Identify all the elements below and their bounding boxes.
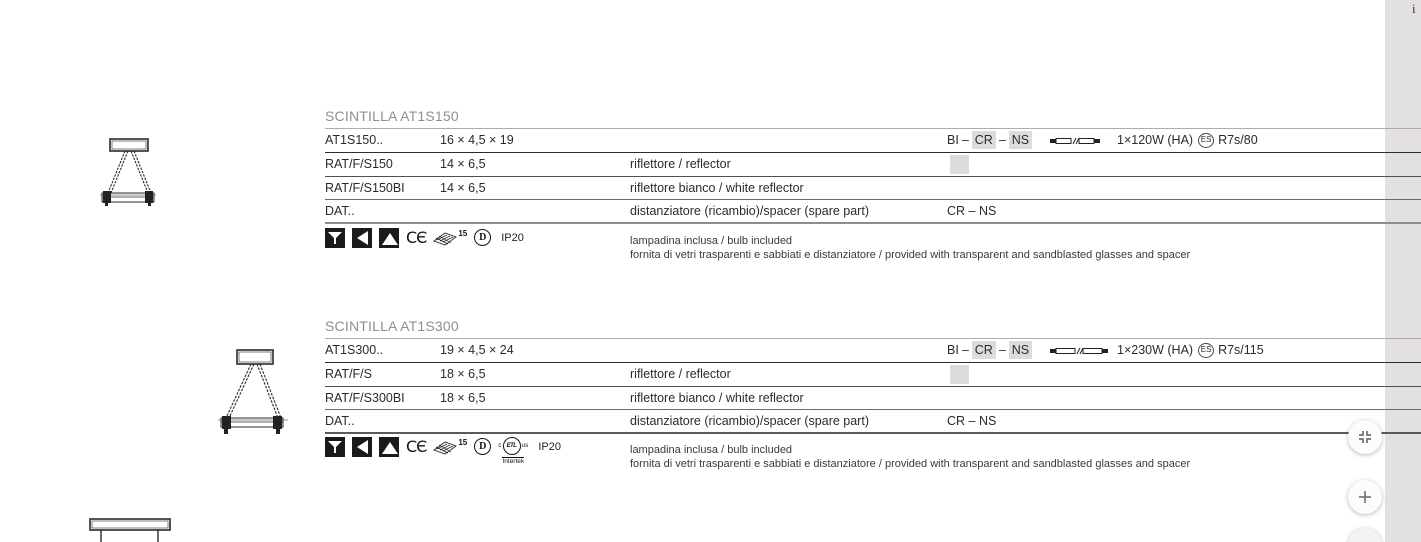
table-row: RAT/F/S150BI 14 × 6,5 riflettore bianco … — [325, 177, 1421, 200]
finish-options: CR – NS — [947, 204, 997, 218]
ce-mark-icon: CЄ — [406, 437, 427, 456]
finish-options: CR – NS — [947, 414, 997, 428]
lamp-socket: R7s/80 — [1218, 133, 1258, 147]
energy-saving-mark: ES — [1198, 343, 1215, 358]
note-line: fornita di vetri trasparenti e sabbiati … — [630, 458, 1191, 470]
semi-direct-light-icon — [352, 228, 372, 248]
table-row: RAT/F/S 18 × 6,5 riflettore / reflector — [325, 363, 1421, 387]
finish-separator: – — [961, 133, 969, 147]
table-row: RAT/F/S300BI 18 × 6,5 riflettore bianco … — [325, 387, 1421, 410]
fit-view-button[interactable] — [1348, 420, 1382, 454]
product-description: riflettore / reflector — [630, 157, 731, 171]
lamp-spec: 1×120W (HA) ES R7s/80 — [1117, 129, 1258, 152]
linear-halogen-lamp-icon — [1050, 136, 1100, 146]
ce-mark-icon: CЄ — [406, 228, 427, 247]
diffused-light-icon — [379, 228, 399, 248]
product-notes: lampadina inclusa / bulb included fornit… — [630, 234, 1190, 262]
product-description: distanziatore (ricambio)/spacer (spare p… — [630, 414, 869, 428]
finish-options: BI – CR – NS — [947, 339, 1033, 362]
dimensions: 14 × 6,5 — [440, 181, 486, 195]
etl-circle: ETL — [502, 437, 521, 455]
info-marker: i — [1412, 1, 1416, 16]
lamp-wattage: 1×120W (HA) — [1117, 133, 1194, 147]
dimensions: 19 × 4,5 × 24 — [440, 343, 514, 357]
technical-drawing-at1s150 — [100, 138, 156, 206]
direct-light-icon — [325, 228, 345, 248]
zoom-out-button[interactable] — [1348, 528, 1382, 542]
diffused-light-icon — [379, 437, 399, 457]
table-row: DAT.. distanziatore (ricambio)/spacer (s… — [325, 200, 1421, 224]
product-code: RAT/F/S150 — [325, 157, 393, 171]
section-title-at1s150: SCINTILLA AT1S150 — [325, 108, 459, 124]
product-code: DAT.. — [325, 204, 355, 218]
linear-halogen-lamp-icon — [1050, 346, 1108, 356]
table-row: AT1S300.. 19 × 4,5 × 24 BI – CR – NS 1×230W … — [325, 339, 1421, 363]
finish-separator: – — [998, 133, 1006, 147]
intertek-label: Intertek — [502, 457, 525, 465]
etl-c-label: c — [498, 441, 502, 449]
product-code: AT1S150.. — [325, 133, 384, 147]
zoom-in-button[interactable] — [1348, 480, 1382, 514]
certification-icons-row: CЄ 15 D c ETL us Intertek IP20 — [325, 437, 561, 466]
product-code: RAT/F/S300BI — [325, 391, 405, 405]
zoom-in-icon — [1359, 491, 1371, 503]
finish-bi: BI — [947, 343, 959, 357]
certification-icons-row: CЄ 15 D IP20 — [325, 228, 524, 248]
product-description: riflettore / reflector — [630, 367, 731, 381]
lamp-socket: R7s/115 — [1218, 343, 1264, 357]
finish-options: BI – CR – NS — [947, 129, 1033, 152]
product-code: RAT/F/S150BI — [325, 181, 405, 195]
product-description: riflettore bianco / white reflector — [630, 391, 804, 405]
lamp-spec: 1×230W (HA) ES R7s/115 — [1117, 339, 1264, 362]
product-notes: lampadina inclusa / bulb included fornit… — [630, 443, 1190, 471]
product-code: DAT.. — [325, 414, 355, 428]
note-line: lampadina inclusa / bulb included — [630, 444, 793, 456]
dimensions: 14 × 6,5 — [440, 157, 486, 171]
d-mark-icon: D — [474, 438, 492, 455]
dimensions: 18 × 6,5 — [440, 391, 486, 405]
product-table-at1s300: AT1S300.. 19 × 4,5 × 24 BI – CR – NS 1×230W … — [325, 338, 1421, 434]
etl-intertek-icon: c ETL us Intertek — [498, 437, 528, 466]
lamp-wattage: 1×230W (HA) — [1117, 343, 1194, 357]
finish-ns: NS — [1008, 341, 1033, 359]
energy-saving-mark: ES — [1198, 133, 1215, 148]
technical-drawing-at1s300 — [218, 349, 288, 434]
finish-ns: NS — [1008, 131, 1033, 149]
product-description: distanziatore (ricambio)/spacer (spare p… — [630, 204, 869, 218]
finish-bi: BI — [947, 133, 959, 147]
finish-separator: – — [961, 343, 969, 357]
product-description: riflettore bianco / white reflector — [630, 181, 804, 195]
finish-swatch — [950, 365, 969, 384]
right-scroll-panel — [1385, 0, 1421, 542]
product-code: RAT/F/S — [325, 367, 372, 381]
min-distance-value: 15 — [458, 438, 468, 447]
technical-drawing-partial — [89, 518, 171, 542]
finish-cr: CR — [971, 341, 996, 359]
direct-light-icon — [325, 437, 345, 457]
finish-separator: – — [998, 343, 1006, 357]
note-line: fornita di vetri trasparenti e sabbiati … — [630, 249, 1191, 261]
etl-us-label: us — [521, 441, 529, 449]
finish-swatch — [950, 155, 969, 174]
table-row: DAT.. distanziatore (ricambio)/spacer (s… — [325, 410, 1421, 434]
dimensions: 18 × 6,5 — [440, 367, 486, 381]
min-distance-icon: 15 — [433, 437, 467, 457]
min-distance-value: 15 — [458, 229, 468, 238]
d-mark-icon: D — [474, 229, 492, 246]
table-row: AT1S150.. 16 × 4,5 × 19 BI – CR – NS 1×120W … — [325, 129, 1421, 153]
section-title-at1s300: SCINTILLA AT1S300 — [325, 318, 459, 334]
table-row: RAT/F/S150 14 × 6,5 riflettore / reflect… — [325, 153, 1421, 177]
product-code: AT1S300.. — [325, 343, 384, 357]
dimensions: 16 × 4,5 × 19 — [440, 133, 514, 147]
fit-view-icon — [1359, 431, 1371, 443]
semi-direct-light-icon — [352, 437, 372, 457]
min-distance-icon: 15 — [433, 228, 467, 248]
finish-cr: CR — [971, 131, 996, 149]
note-line: lampadina inclusa / bulb included — [630, 235, 793, 247]
ip-rating: IP20 — [501, 232, 524, 244]
product-table-at1s150: AT1S150.. 16 × 4,5 × 19 BI – CR – NS 1×120W … — [325, 128, 1421, 224]
ip-rating: IP20 — [538, 441, 562, 453]
